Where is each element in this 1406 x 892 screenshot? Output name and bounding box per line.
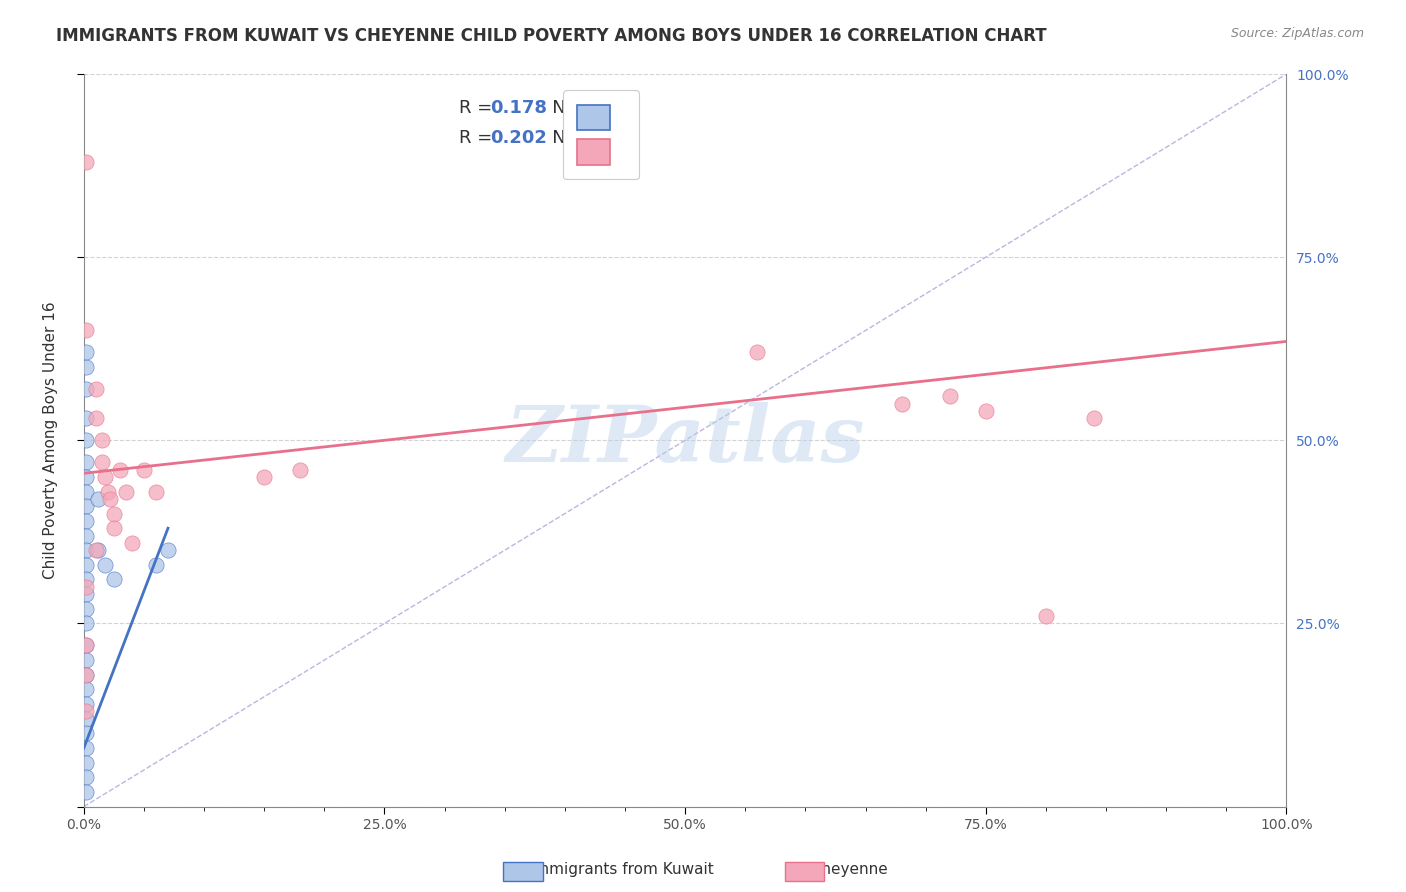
Text: R =: R =: [458, 129, 498, 147]
Point: [75, 587, 97, 601]
Text: 34: 34: [581, 99, 606, 117]
Point: [75, 558, 97, 572]
Point: [75, 704, 97, 718]
Point: [90, 455, 112, 469]
Point: [75, 667, 97, 681]
Point: [75, 484, 97, 499]
Point: [75, 785, 97, 799]
Point: [75, 573, 97, 587]
Point: [75, 514, 97, 528]
Point: [84, 382, 107, 396]
Point: [75, 682, 97, 697]
Point: [121, 536, 143, 550]
Point: [132, 462, 155, 476]
Point: [75, 455, 97, 469]
Point: [75, 756, 97, 770]
Point: [938, 389, 960, 403]
Point: [75, 616, 97, 631]
Point: [1083, 411, 1105, 425]
Point: [974, 404, 997, 418]
Point: [75, 639, 97, 653]
Point: [84, 543, 107, 558]
Point: [75, 726, 97, 740]
Point: [75, 528, 97, 542]
Point: [103, 573, 125, 587]
Point: [87, 543, 110, 558]
Point: [145, 484, 167, 499]
Text: IMMIGRANTS FROM KUWAIT VS CHEYENNE CHILD POVERTY AMONG BOYS UNDER 16 CORRELATION: IMMIGRANTS FROM KUWAIT VS CHEYENNE CHILD…: [56, 27, 1047, 45]
Point: [103, 507, 125, 521]
Point: [75, 434, 97, 448]
Point: [75, 500, 97, 514]
Text: ZIPatlas: ZIPatlas: [505, 402, 865, 478]
Text: 0.178: 0.178: [491, 99, 547, 117]
Text: Source: ZipAtlas.com: Source: ZipAtlas.com: [1230, 27, 1364, 40]
Point: [75, 770, 97, 784]
Point: [97, 484, 120, 499]
Point: [75, 667, 97, 681]
Point: [75, 697, 97, 711]
Point: [84, 411, 107, 425]
Point: [75, 359, 97, 374]
Point: [75, 470, 97, 484]
Text: N =: N =: [534, 129, 592, 147]
Point: [747, 345, 769, 359]
Point: [75, 323, 97, 337]
Point: [115, 484, 138, 499]
Text: 29: 29: [581, 129, 606, 147]
Point: [75, 712, 97, 726]
Point: [145, 558, 167, 572]
Point: [98, 491, 121, 506]
Text: Cheyenne: Cheyenne: [801, 863, 889, 877]
Point: [75, 411, 97, 425]
Point: [890, 397, 912, 411]
Point: [253, 470, 276, 484]
Text: Immigrants from Kuwait: Immigrants from Kuwait: [520, 863, 714, 877]
Point: [75, 345, 97, 359]
Point: [108, 462, 131, 476]
Point: [75, 602, 97, 616]
Point: [94, 470, 117, 484]
Point: [103, 521, 125, 535]
Point: [87, 491, 110, 506]
Point: [75, 653, 97, 667]
Point: [94, 558, 117, 572]
Point: [75, 580, 97, 594]
Text: N =: N =: [534, 99, 592, 117]
Point: [75, 639, 97, 653]
Legend: , : ,: [562, 90, 638, 179]
Point: [75, 543, 97, 558]
Y-axis label: Child Poverty Among Boys Under 16: Child Poverty Among Boys Under 16: [44, 301, 58, 579]
Point: [1035, 609, 1057, 624]
Text: 0.202: 0.202: [491, 129, 547, 147]
Text: R =: R =: [458, 99, 498, 117]
Point: [90, 434, 112, 448]
Point: [75, 382, 97, 396]
Point: [290, 462, 312, 476]
Point: [75, 741, 97, 756]
Point: [75, 155, 97, 169]
Point: [156, 543, 179, 558]
